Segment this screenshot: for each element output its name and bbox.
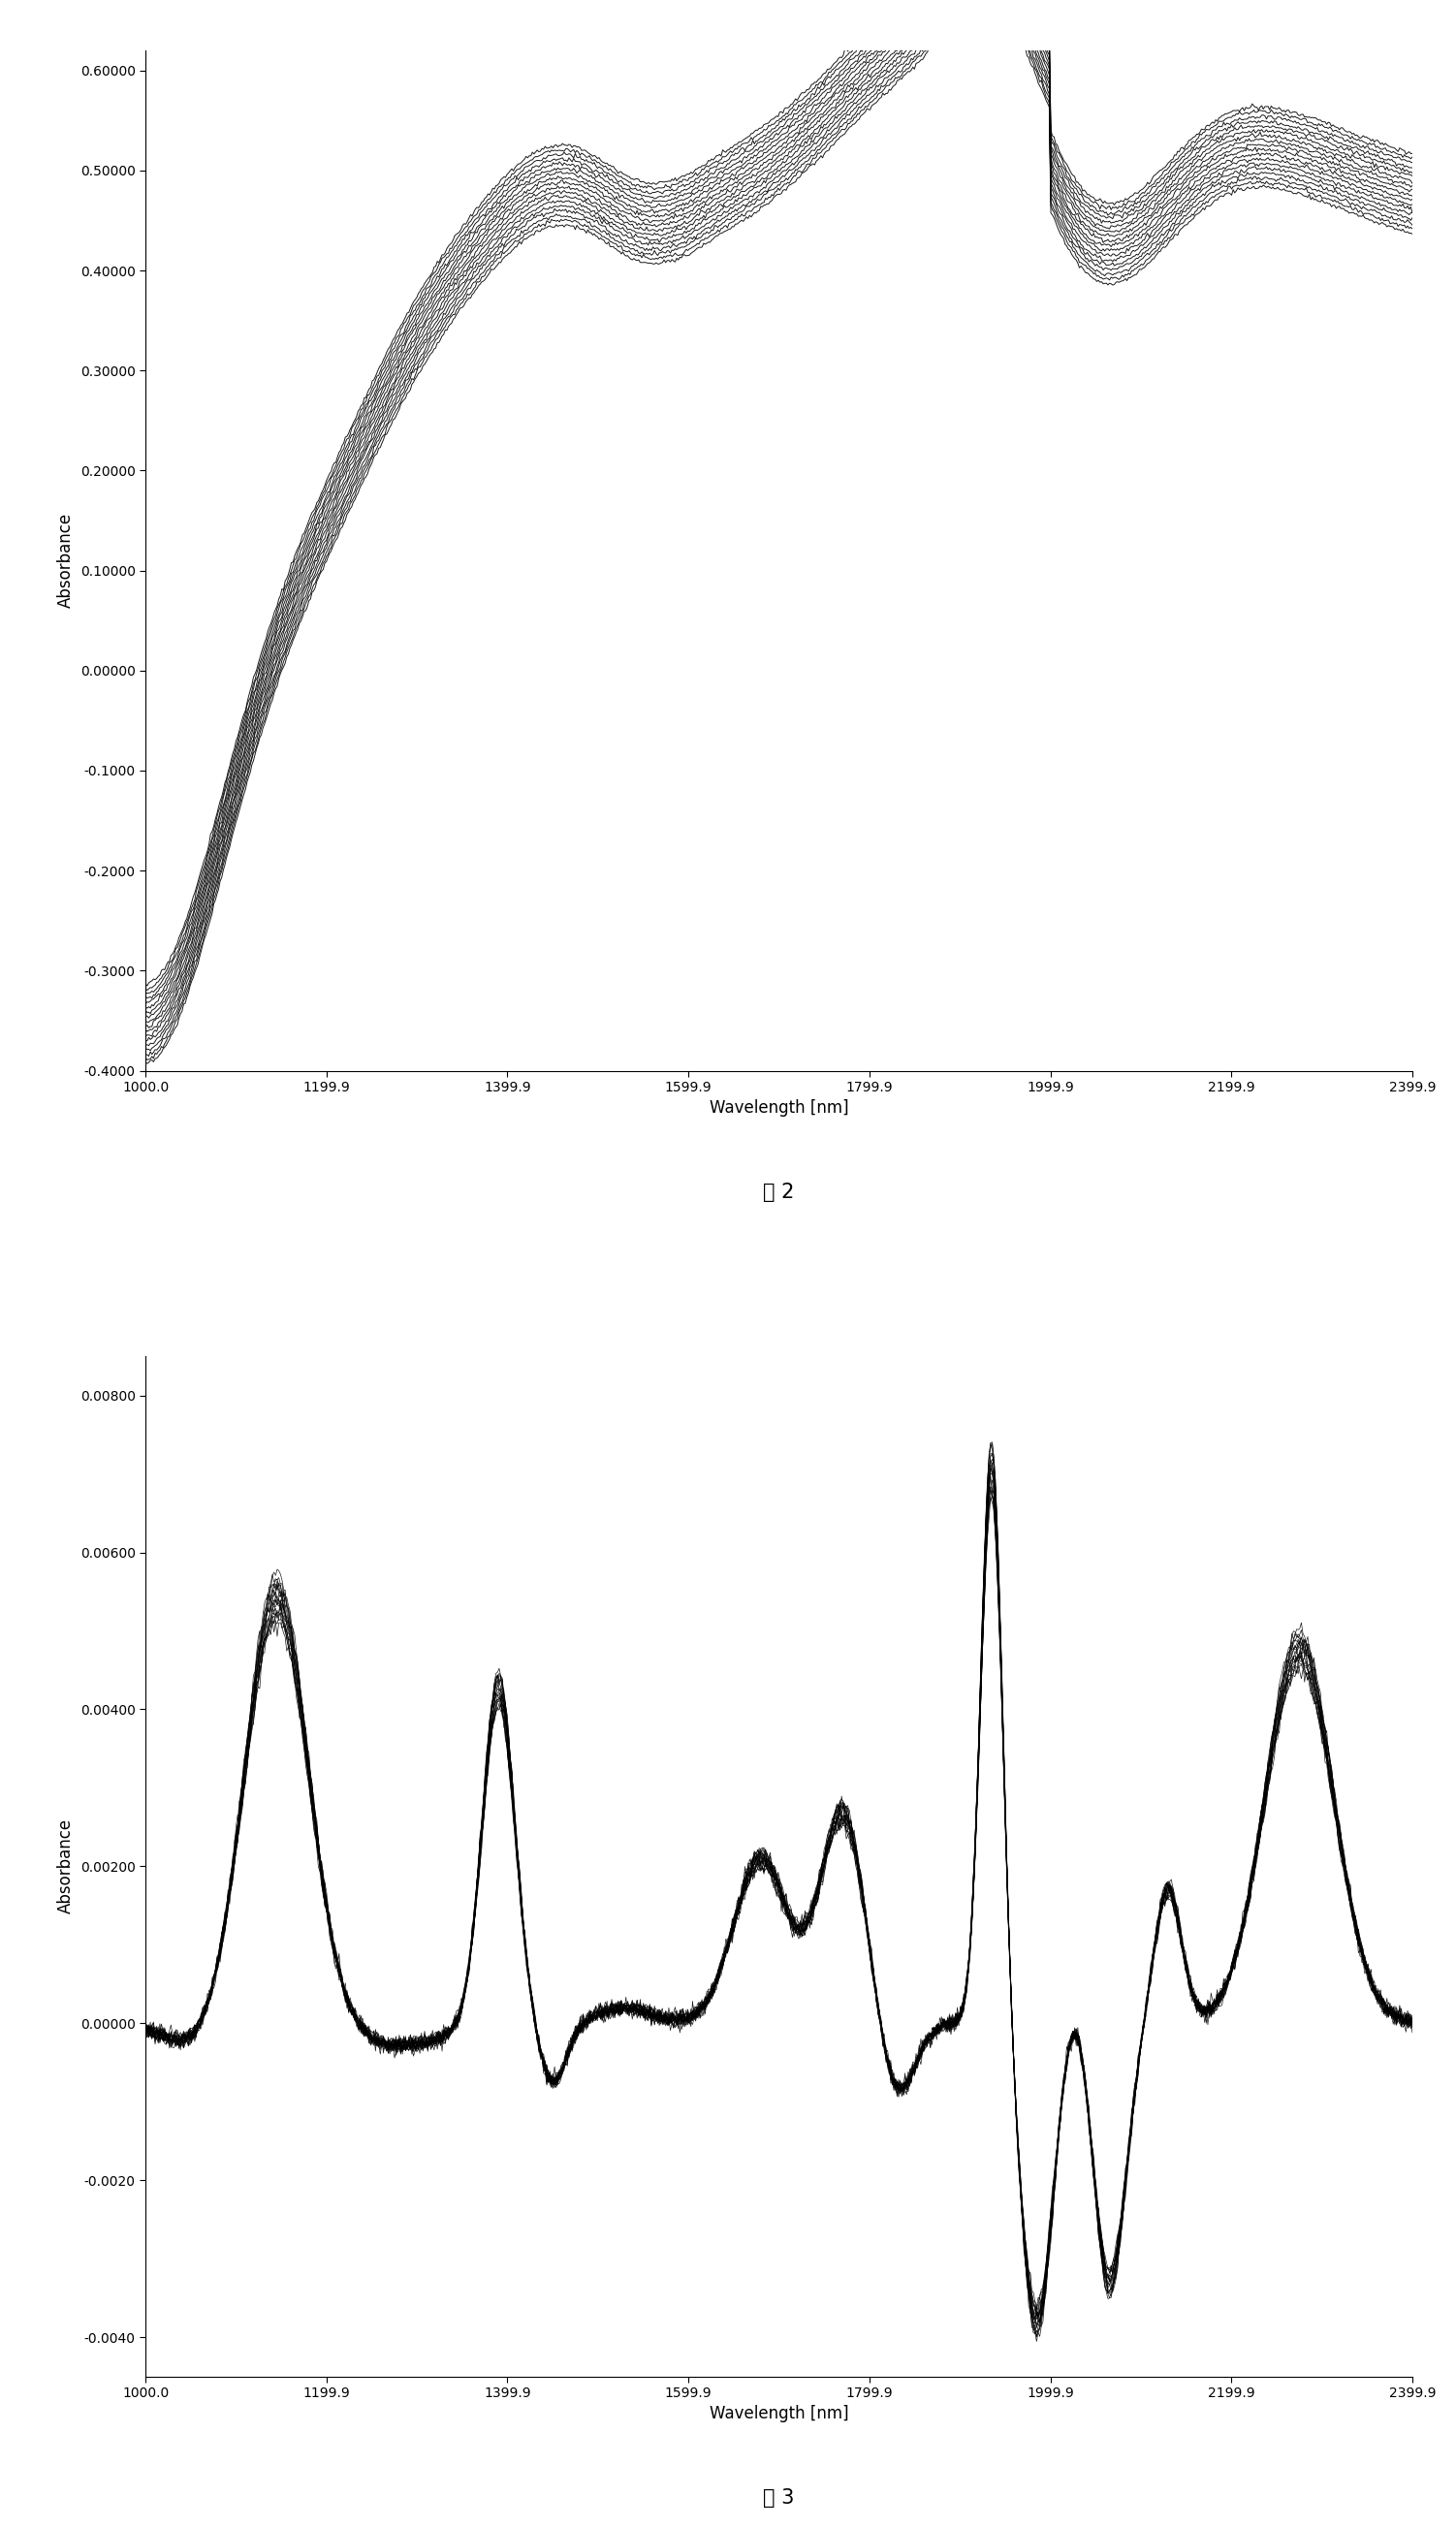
Y-axis label: Absorbance: Absorbance — [57, 513, 74, 609]
X-axis label: Wavelength [nm]: Wavelength [nm] — [709, 1100, 849, 1117]
X-axis label: Wavelength [nm]: Wavelength [nm] — [709, 2404, 849, 2422]
Y-axis label: Absorbance: Absorbance — [57, 1818, 74, 1914]
Text: 图 3: 图 3 — [763, 2488, 795, 2508]
Text: 图 2: 图 2 — [763, 1183, 795, 1203]
